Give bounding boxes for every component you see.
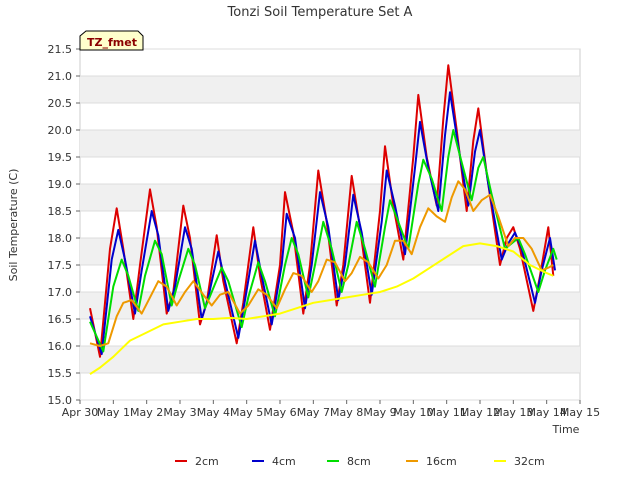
x-tick-label: May 4 (197, 406, 230, 419)
y-tick-label: 18.0 (48, 232, 73, 245)
x-tick-label: May 10 (393, 406, 433, 419)
legend-label-16cm: 16cm (426, 455, 457, 468)
x-tick-label: Apr 30 (62, 406, 99, 419)
y-tick-label: 16.5 (48, 313, 73, 326)
grid-band (80, 130, 580, 157)
y-tick-label: 20.0 (48, 124, 73, 137)
grid-band (80, 346, 580, 373)
plot-area (79, 48, 581, 401)
x-axis-title: Time (552, 423, 580, 436)
x-tick-label: May 3 (163, 406, 196, 419)
legend-label-4cm: 4cm (272, 455, 296, 468)
x-tick-label: May 15 (560, 406, 600, 419)
x-tick-label: May 12 (460, 406, 500, 419)
series-line-8cm (89, 129, 558, 353)
site-tag: TZ_fmet (79, 30, 144, 51)
series-line-16cm (89, 180, 554, 347)
grid-band (80, 184, 580, 211)
x-tick-label: May 8 (330, 406, 363, 419)
y-tick-label: 21.5 (48, 43, 73, 56)
y-tick-label: 16.0 (48, 340, 73, 353)
axes-layer: 15.0 15.5 16.0 16.5 17.0 17.5 18.0 18.5 19.0 19.5… (48, 43, 601, 419)
y-tick-label: 20.5 (48, 97, 73, 110)
x-tick-label: May 2 (130, 406, 163, 419)
x-tick-label: May 9 (363, 406, 396, 419)
y-tick-label: 15.5 (48, 367, 73, 380)
y-tick-label: 19.5 (48, 151, 73, 164)
site-tag-box (79, 30, 144, 51)
chart-title: Tonzi Soil Temperature Set A (227, 5, 413, 20)
y-tick-label: 17.0 (48, 286, 73, 299)
plot-frame (79, 48, 581, 401)
site-tag-label: TZ_fmet (87, 36, 137, 49)
grid-band (80, 76, 580, 103)
y-tick-label: 17.5 (48, 259, 73, 272)
legend: 2cm 4cm 8cm 16cm 32cm (175, 455, 545, 468)
legend-label-8cm: 8cm (347, 455, 371, 468)
x-tick-label: May 5 (230, 406, 263, 419)
x-tick-label: May 11 (427, 406, 467, 419)
x-tick-label: May 1 (97, 406, 130, 419)
grid-band (80, 292, 580, 319)
series-layer (89, 64, 558, 375)
y-tick-label: 18.5 (48, 205, 73, 218)
x-tick-label: May 13 (493, 406, 533, 419)
y-axis-title: Soil Temperature (C) (7, 169, 20, 282)
x-tick-label: May 6 (263, 406, 296, 419)
x-tick-label: May 14 (527, 406, 567, 419)
y-tick-label: 19.0 (48, 178, 73, 191)
legend-label-32cm: 32cm (514, 455, 545, 468)
series-line-32cm (89, 242, 554, 375)
x-tick-label: May 7 (297, 406, 330, 419)
y-tick-label: 15.0 (48, 394, 73, 407)
legend-label-2cm: 2cm (195, 455, 219, 468)
y-tick-label: 21.0 (48, 70, 73, 83)
